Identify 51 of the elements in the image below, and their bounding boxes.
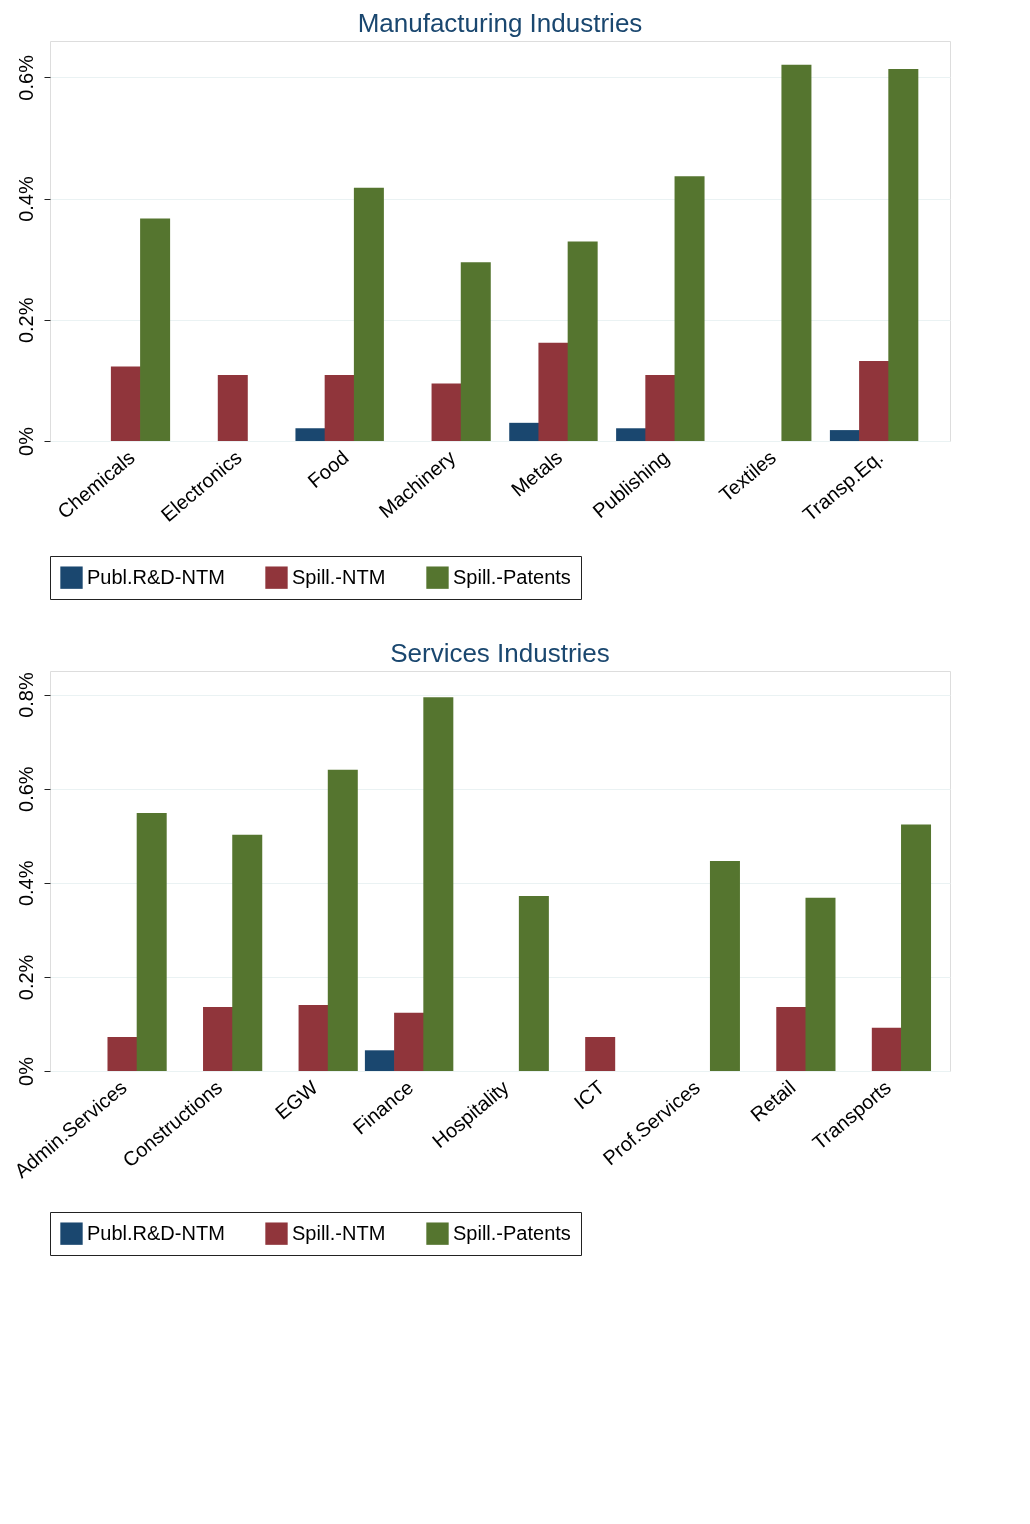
bar [567, 241, 598, 441]
legend-label: Spill.-Patents [453, 565, 571, 588]
bar [781, 64, 812, 441]
bar [431, 383, 462, 441]
bar [217, 374, 248, 441]
y-tick-label: 0.6% [14, 766, 37, 812]
bar [518, 895, 549, 1071]
bar [140, 218, 171, 441]
bar [327, 769, 358, 1071]
bar [616, 428, 647, 441]
chart-title: Services Industries [390, 638, 610, 668]
bar [364, 1050, 395, 1071]
y-tick-label: 0.2% [14, 954, 37, 1001]
y-tick-label: 0.8% [14, 672, 37, 718]
legend-label: Spill.-Patents [453, 1221, 571, 1244]
bar [232, 834, 263, 1071]
bar [585, 1037, 616, 1071]
legend-label: Publ.R&D-NTM [87, 1221, 225, 1244]
y-tick-label: 0.6% [14, 54, 37, 101]
legend-label: Spill.-NTM [292, 565, 386, 588]
legend-label: Publ.R&D-NTM [87, 565, 225, 588]
bar [709, 861, 740, 1071]
bar [859, 361, 890, 441]
bar [353, 187, 384, 441]
bar [645, 374, 676, 441]
bar [394, 1012, 425, 1071]
bar [136, 813, 167, 1071]
bar [829, 430, 860, 441]
y-tick-label: 0% [14, 426, 37, 456]
bar [509, 422, 540, 441]
bar [901, 824, 932, 1071]
y-tick-label: 0.4% [14, 176, 37, 222]
y-tick-label: 0.4% [14, 860, 37, 907]
bar [107, 1037, 138, 1071]
bar [110, 366, 141, 441]
chart-title: Manufacturing Industries [357, 8, 643, 38]
bar [423, 697, 454, 1071]
bar [460, 262, 491, 441]
bar [538, 342, 569, 441]
bar [324, 374, 355, 441]
y-tick-label: 0.2% [14, 297, 37, 344]
bar [871, 1027, 902, 1071]
legend-label: Spill.-NTM [292, 1221, 386, 1244]
x-tick-label: ICT [569, 1075, 609, 1114]
bar [295, 428, 326, 441]
bar [298, 1005, 329, 1071]
bar [888, 68, 919, 441]
bar [203, 1007, 234, 1071]
bar [674, 176, 705, 441]
bar [776, 1007, 807, 1071]
bar [805, 897, 836, 1071]
